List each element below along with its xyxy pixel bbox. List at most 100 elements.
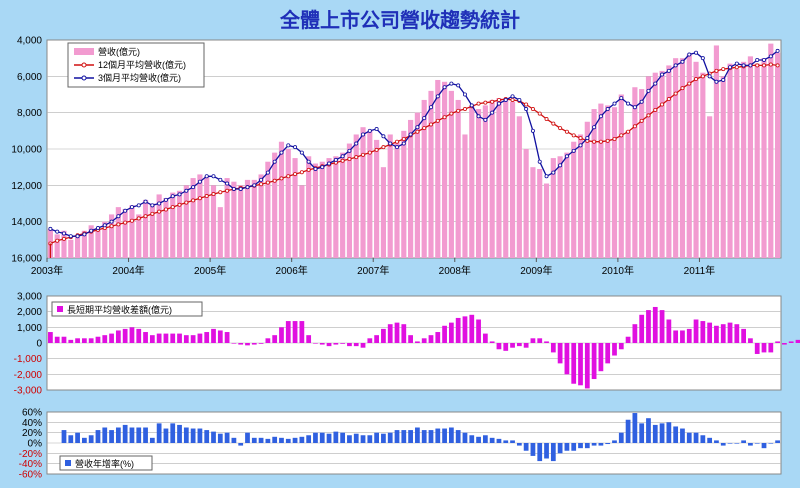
ma3-point [707, 74, 712, 79]
spread-bar [353, 343, 359, 347]
yoy-bar [279, 437, 284, 443]
ma3-point [490, 110, 495, 115]
revenue-bar [292, 158, 298, 258]
revenue-bar [197, 174, 203, 258]
ma3-point [286, 143, 291, 148]
revenue-bar [204, 176, 210, 258]
ma12-point [490, 99, 495, 104]
x-tick-label: 2008年 [439, 264, 471, 277]
yoy-bar [347, 435, 352, 443]
ma3-point [598, 114, 603, 119]
yoy-bar [428, 430, 434, 443]
ma3-point [435, 94, 440, 99]
ma3-point [395, 145, 400, 150]
revenue-bar [747, 56, 753, 258]
ma3-point [728, 65, 733, 70]
spread-bar [720, 324, 726, 343]
ma12-point [163, 207, 168, 212]
ma12-point [694, 77, 699, 82]
spread-bar [306, 335, 312, 343]
yoy-bar [95, 430, 101, 443]
ma3-point [170, 194, 175, 199]
ma3-point [605, 107, 610, 112]
ma3-point [388, 141, 393, 146]
revenue-bar [516, 116, 522, 258]
spread-bar [666, 319, 672, 343]
revenue-bar [727, 63, 733, 258]
spread-bar [510, 343, 515, 348]
revenue-bar [360, 127, 366, 258]
ma12-point [666, 97, 671, 102]
ma12-point [558, 126, 563, 131]
revenue-bar [686, 54, 692, 259]
revenue-bar [108, 214, 115, 258]
ma3-point [150, 203, 155, 208]
x-tick-label: 2006年 [276, 264, 308, 277]
y-tick-label: 10,000 [11, 145, 42, 156]
yoy-bar [217, 433, 223, 443]
y-tick-label: 2,000 [17, 307, 42, 318]
revenue-bar [693, 61, 699, 258]
yoy-bar [340, 432, 346, 443]
spread-bar [170, 333, 176, 343]
ma12-point [714, 68, 719, 73]
y-tick-label: 6,000 [17, 72, 42, 83]
revenue-bar [326, 158, 332, 258]
spread-bar [102, 335, 108, 343]
yoy-bar [666, 422, 672, 443]
ma12-point [483, 100, 488, 105]
ma3-point [517, 97, 522, 102]
ma12-point [211, 192, 216, 197]
yoy-bar [183, 427, 189, 443]
ma12-point [218, 190, 223, 195]
ma12-point [265, 180, 270, 185]
ma3-point [381, 134, 386, 139]
yoy-bar [326, 433, 332, 443]
revenue-bar [333, 156, 339, 258]
spread-bar [231, 343, 237, 344]
y-tick-label: 20% [22, 428, 42, 439]
ma12-point [496, 97, 501, 102]
revenue-bar [605, 105, 611, 259]
legend-label-revenue: 營收(億元) [98, 46, 140, 57]
spread-bar [122, 328, 128, 343]
spread-bar [285, 321, 291, 343]
ma12-point [571, 133, 576, 138]
revenue-bar [353, 134, 359, 258]
ma3-point [109, 219, 114, 224]
ma12-point [619, 133, 624, 138]
yoy-bar [258, 437, 264, 443]
spread-bar [775, 341, 780, 343]
revenue-bar [68, 239, 74, 258]
yoy-bar [299, 436, 305, 443]
revenue-bar [700, 72, 706, 258]
ma3-point [422, 116, 427, 121]
yoy-bar [693, 432, 699, 443]
spread-bar [61, 336, 67, 343]
ma3-point [741, 63, 746, 68]
revenue-bar [482, 105, 488, 259]
ma3-point [462, 92, 467, 97]
ma3-point [415, 125, 420, 130]
revenue-bar [584, 121, 590, 258]
spread-legend: 長短期平均營收差額(億元) [51, 301, 203, 317]
spread-bar [462, 316, 468, 343]
yoy-bar [625, 419, 631, 443]
ma3-point [612, 101, 617, 106]
yoy-bar [61, 430, 67, 443]
y-tick-label: 0% [28, 439, 43, 450]
revenue-bar [503, 98, 509, 258]
ma3-point [592, 125, 597, 130]
revenue-bar [54, 234, 60, 258]
revenue-bar [571, 141, 577, 258]
revenue-bar [183, 185, 189, 258]
yoy-bar [102, 427, 108, 443]
ma3-point [272, 159, 277, 164]
ma3-point [585, 136, 590, 141]
revenue-bar [122, 208, 128, 258]
revenue-bar [741, 61, 747, 258]
revenue-bar [442, 81, 448, 259]
spread-bar [421, 338, 427, 343]
spread-bar [313, 343, 318, 344]
yoy-bar [612, 440, 617, 443]
